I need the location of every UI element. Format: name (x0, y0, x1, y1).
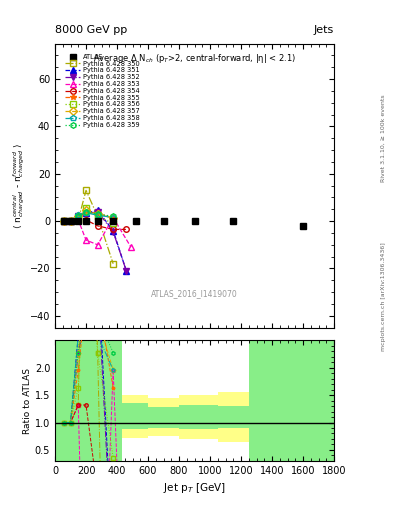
Pythia 6.428 354 (84, 217, 88, 223)
Pythia 6.428 354 (111, 226, 116, 232)
ATLAS (95, 218, 100, 224)
Pythia 6.428 351 (95, 207, 100, 214)
Pythia 6.428 356 (95, 214, 100, 220)
ATLAS (192, 218, 197, 224)
Pythia 6.428 351 (61, 218, 66, 224)
ATLAS (61, 218, 66, 224)
Pythia 6.428 357 (76, 214, 81, 220)
Pythia 6.428 359 (111, 214, 116, 220)
Pythia 6.428 356 (111, 220, 116, 226)
Line: Pythia 6.428 354: Pythia 6.428 354 (61, 217, 129, 232)
ATLAS (231, 218, 236, 224)
Line: Pythia 6.428 358: Pythia 6.428 358 (61, 210, 116, 224)
Pythia 6.428 358 (76, 212, 81, 218)
Pythia 6.428 352 (111, 229, 116, 235)
Pythia 6.428 351 (124, 268, 129, 274)
Pythia 6.428 356 (84, 205, 88, 211)
Text: 8000 GeV pp: 8000 GeV pp (55, 25, 127, 35)
Pythia 6.428 359 (68, 218, 73, 224)
Pythia 6.428 358 (68, 218, 73, 224)
Line: Pythia 6.428 353: Pythia 6.428 353 (61, 215, 134, 250)
ATLAS (76, 218, 81, 224)
Line: Pythia 6.428 359: Pythia 6.428 359 (61, 209, 116, 224)
ATLAS (161, 218, 166, 224)
Text: ATLAS_2016_I1419070: ATLAS_2016_I1419070 (151, 289, 238, 298)
Pythia 6.428 350 (111, 261, 116, 267)
Pythia 6.428 359 (84, 208, 88, 215)
Text: mcplots.cern.ch [arXiv:1306.3436]: mcplots.cern.ch [arXiv:1306.3436] (381, 243, 386, 351)
Pythia 6.428 357 (84, 207, 88, 214)
Pythia 6.428 356 (76, 216, 81, 222)
ATLAS (68, 218, 73, 224)
Pythia 6.428 356 (61, 218, 66, 224)
ATLAS (134, 218, 139, 224)
Pythia 6.428 350 (76, 217, 81, 223)
Pythia 6.428 351 (84, 210, 88, 216)
Pythia 6.428 353 (95, 242, 100, 248)
Line: Pythia 6.428 352: Pythia 6.428 352 (61, 209, 129, 273)
Pythia 6.428 357 (68, 218, 73, 224)
Line: ATLAS: ATLAS (60, 218, 307, 229)
Pythia 6.428 352 (68, 218, 73, 224)
Pythia 6.428 357 (95, 211, 100, 217)
Pythia 6.428 354 (76, 217, 81, 223)
Pythia 6.428 355 (111, 216, 116, 222)
Legend: ATLAS, Pythia 6.428 350, Pythia 6.428 351, Pythia 6.428 352, Pythia 6.428 353, P: ATLAS, Pythia 6.428 350, Pythia 6.428 35… (64, 53, 141, 129)
Line: Pythia 6.428 356: Pythia 6.428 356 (61, 205, 116, 226)
X-axis label: Jet p$_T$ [GeV]: Jet p$_T$ [GeV] (163, 481, 226, 495)
Y-axis label: ⟨ n$^{central}_{charged}$ - n$^{forward}_{charged}$ ⟩: ⟨ n$^{central}_{charged}$ - n$^{forward}… (11, 142, 27, 229)
Pythia 6.428 358 (61, 218, 66, 224)
Pythia 6.428 358 (84, 210, 88, 216)
Pythia 6.428 354 (124, 226, 129, 232)
Pythia 6.428 353 (61, 218, 66, 224)
Pythia 6.428 350 (84, 187, 88, 194)
Pythia 6.428 354 (68, 218, 73, 224)
Pythia 6.428 350 (61, 218, 66, 224)
Pythia 6.428 356 (68, 218, 73, 224)
Pythia 6.428 359 (61, 218, 66, 224)
Pythia 6.428 352 (61, 218, 66, 224)
Pythia 6.428 355 (84, 210, 88, 216)
Pythia 6.428 355 (61, 218, 66, 224)
Pythia 6.428 353 (68, 218, 73, 224)
Pythia 6.428 358 (95, 212, 100, 218)
Pythia 6.428 351 (111, 227, 116, 233)
Text: Rivet 3.1.10, ≥ 100k events: Rivet 3.1.10, ≥ 100k events (381, 94, 386, 182)
Line: Pythia 6.428 351: Pythia 6.428 351 (61, 208, 129, 273)
ATLAS (84, 218, 88, 224)
Pythia 6.428 353 (84, 237, 88, 243)
Pythia 6.428 351 (68, 218, 73, 224)
ATLAS (111, 218, 116, 224)
Pythia 6.428 352 (124, 268, 129, 274)
Pythia 6.428 357 (61, 218, 66, 224)
Pythia 6.428 355 (76, 215, 81, 221)
Pythia 6.428 351 (76, 212, 81, 218)
Pythia 6.428 357 (111, 215, 116, 221)
Pythia 6.428 355 (95, 210, 100, 216)
Pythia 6.428 352 (84, 211, 88, 217)
Pythia 6.428 359 (95, 211, 100, 217)
ATLAS (301, 223, 305, 229)
Y-axis label: Ratio to ATLAS: Ratio to ATLAS (23, 368, 32, 434)
Pythia 6.428 353 (76, 217, 81, 223)
Pythia 6.428 353 (111, 215, 116, 221)
Pythia 6.428 352 (95, 208, 100, 215)
Line: Pythia 6.428 355: Pythia 6.428 355 (61, 210, 116, 224)
Pythia 6.428 350 (95, 214, 100, 220)
Pythia 6.428 352 (76, 214, 81, 220)
Line: Pythia 6.428 350: Pythia 6.428 350 (61, 187, 116, 267)
Pythia 6.428 358 (111, 215, 116, 221)
Pythia 6.428 353 (129, 244, 133, 250)
Pythia 6.428 359 (76, 214, 81, 220)
Pythia 6.428 354 (95, 223, 100, 229)
Text: Average Δ N$_{ch}$ (p$_T$>2, central-forward, |η| < 2.1): Average Δ N$_{ch}$ (p$_T$>2, central-for… (93, 52, 296, 65)
Pythia 6.428 355 (68, 218, 73, 224)
Pythia 6.428 354 (61, 218, 66, 224)
Pythia 6.428 350 (68, 218, 73, 224)
Line: Pythia 6.428 357: Pythia 6.428 357 (61, 208, 116, 224)
Text: Jets: Jets (314, 25, 334, 35)
